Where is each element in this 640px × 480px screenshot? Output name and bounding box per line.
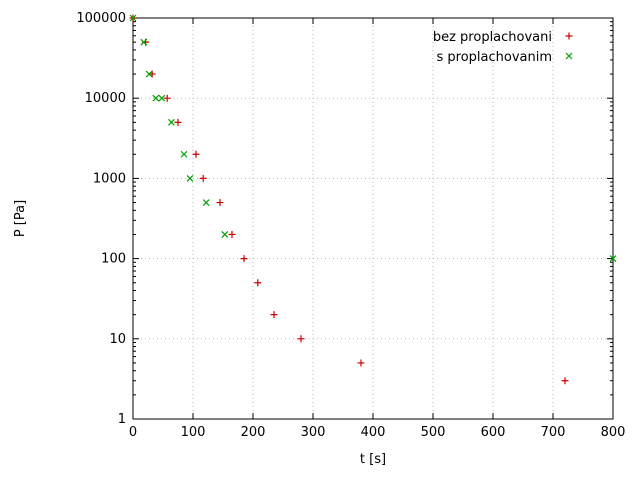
legend-marker-0 — [565, 32, 573, 40]
x-tick-label: 800 — [601, 425, 626, 440]
legend-label-0: bez proplachovani — [433, 30, 552, 45]
y-axis-label: P [Pa] — [13, 200, 28, 237]
data-point-series-0 — [357, 359, 365, 367]
data-point-series-0 — [240, 255, 248, 263]
data-point-series-1 — [158, 94, 166, 102]
data-point-series-0 — [216, 199, 224, 207]
data-point-series-0 — [561, 377, 569, 385]
y-tick-label: 1000 — [93, 171, 126, 186]
x-tick-label: 600 — [481, 425, 506, 440]
x-tick-label: 200 — [241, 425, 266, 440]
data-point-series-1 — [152, 94, 160, 102]
data-point-series-1 — [221, 231, 229, 238]
data-point-series-0 — [163, 94, 171, 102]
x-tick-label: 400 — [361, 425, 386, 440]
x-tick-label: 300 — [301, 425, 326, 440]
data-point-series-1 — [145, 70, 153, 78]
data-point-series-1 — [180, 150, 188, 158]
data-point-series-0 — [254, 279, 262, 287]
legend-marker-1 — [565, 52, 573, 60]
data-point-series-0 — [270, 311, 278, 319]
y-tick-label: 10 — [109, 332, 126, 347]
data-point-series-0 — [174, 118, 182, 126]
y-tick-label: 100000 — [76, 11, 126, 26]
y-tick-label: 1 — [118, 412, 126, 427]
y-tick-label: 100 — [101, 252, 126, 267]
data-point-series-1 — [609, 255, 617, 263]
data-point-series-0 — [199, 174, 207, 182]
data-point-series-1 — [167, 118, 175, 126]
x-axis-label: t [s] — [360, 452, 386, 467]
x-tick-label: 0 — [129, 425, 137, 440]
data-point-series-1 — [202, 199, 210, 206]
data-point-series-1 — [186, 174, 194, 182]
data-point-series-0 — [297, 335, 305, 343]
x-tick-label: 700 — [541, 425, 566, 440]
data-point-series-1 — [129, 14, 137, 22]
legend-label-1: s proplachovanim — [436, 50, 552, 65]
plot-border — [132, 17, 614, 420]
data-point-series-0 — [228, 230, 236, 238]
data-point-series-1 — [140, 38, 148, 46]
data-point-series-0 — [192, 150, 200, 158]
y-tick-label: 10000 — [85, 91, 126, 106]
x-tick-label: 100 — [181, 425, 206, 440]
x-tick-label: 500 — [421, 425, 446, 440]
